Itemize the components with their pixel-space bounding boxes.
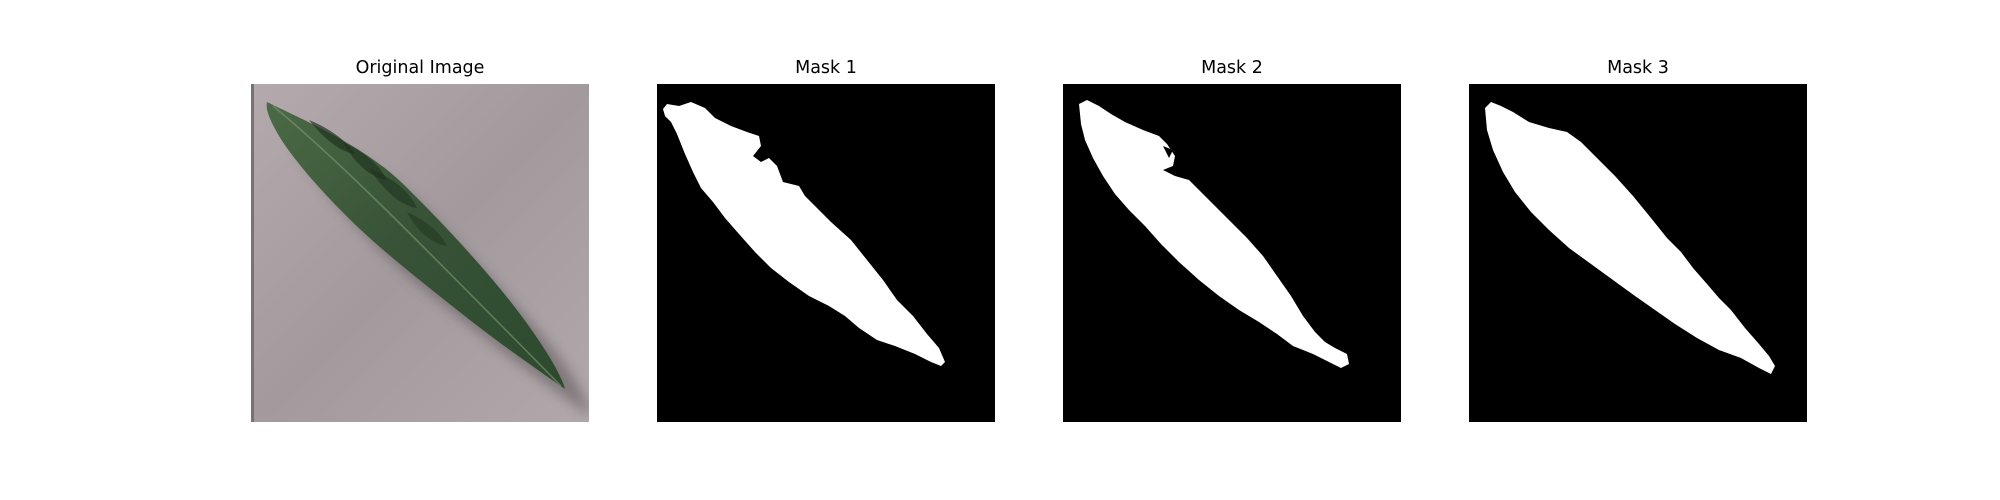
mask-1-segment: [663, 102, 945, 366]
mask-2-title: Mask 2: [1201, 58, 1263, 78]
leaf-fold: [343, 142, 387, 180]
mask-1-image: [657, 84, 995, 422]
original-leaf-photo: [251, 84, 589, 422]
mask-3-segment: [1485, 102, 1775, 374]
original-image-panel: Original Image: [251, 56, 589, 422]
leaf-fold: [309, 120, 355, 154]
mask-1-panel: Mask 1: [657, 56, 995, 422]
mask-2-panel: Mask 2: [1063, 56, 1401, 422]
leaf-midrib: [272, 105, 562, 387]
leaf-fold: [407, 212, 447, 246]
photo-left-edge: [251, 84, 254, 422]
original-image-title: Original Image: [355, 58, 485, 78]
mask-1-title: Mask 1: [795, 58, 857, 78]
mask-2-hole: [1163, 146, 1173, 158]
mask-3-panel: Mask 3: [1469, 56, 1807, 422]
leaf: [266, 102, 565, 389]
leaf-fold: [369, 168, 417, 208]
mask-3-image: [1469, 84, 1807, 422]
mask-2-image: [1063, 84, 1401, 422]
mask-2-segment: [1079, 100, 1349, 368]
mask-3-title: Mask 3: [1607, 58, 1669, 78]
